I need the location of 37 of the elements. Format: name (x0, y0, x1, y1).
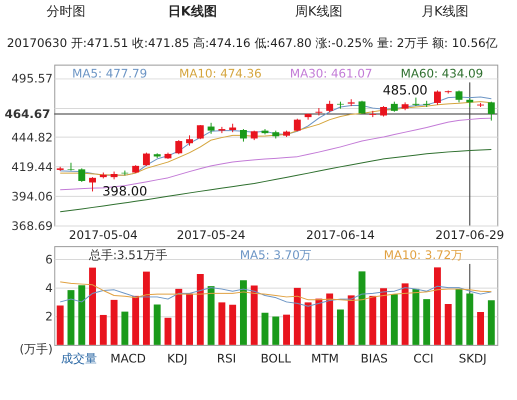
y-tick-label: 2 (45, 310, 53, 324)
y-tick-label: 394.06 (11, 189, 53, 204)
text: 周K线图 (294, 4, 342, 20)
text: BIAS (360, 352, 388, 366)
y-tick-label: 419.44 (11, 160, 53, 174)
y-tick-label: 495.57 (11, 72, 53, 86)
text: BOLL (260, 352, 292, 366)
x-tick-label: 2017-05-04 (68, 228, 138, 242)
text: MACD (110, 352, 146, 366)
text: 月K线图 (421, 4, 469, 20)
annotation: 485.00 (382, 83, 428, 98)
text: MA5: 3.70万 (240, 248, 312, 262)
text: MA10: 3.72万 (384, 248, 464, 262)
text: RSI (216, 352, 236, 366)
text: MTM (311, 352, 339, 366)
text: MA10: 474.36 (179, 66, 262, 80)
x-tick-label: 2017-06-14 (306, 228, 375, 242)
text: 20170630 开:471.51 收:471.85 高:474.16 低:467.80 涨:-0.25% 量: 2万手 额: 10.56亿 (6, 36, 498, 50)
y-tick-label: 444.82 (11, 130, 53, 144)
text: CCI (413, 352, 434, 366)
text: 分时图 (46, 4, 86, 20)
text: MA5: 477.79 (72, 66, 148, 80)
x-tick-label: 2017-05-24 (176, 228, 246, 242)
text: 成交量 (60, 352, 97, 366)
y-tick-label: 4 (45, 281, 53, 296)
text: KDJ (167, 352, 188, 366)
ref-line-label: 464.67 (4, 106, 50, 121)
y-axis-title: (万手) (20, 342, 53, 356)
y-tick-label: 6 (45, 252, 53, 266)
text: 日K线图 (168, 4, 217, 20)
text: MA60: 434.09 (400, 66, 484, 80)
series-label: 总手:3.51万手 (88, 248, 168, 262)
x-tick-label: 2017-06-29 (435, 228, 504, 242)
text: MA30: 461.07 (290, 66, 372, 80)
annotation: 398.00 (102, 184, 148, 200)
text: SKDJ (458, 352, 487, 366)
y-tick-label: 368.69 (11, 218, 53, 233)
